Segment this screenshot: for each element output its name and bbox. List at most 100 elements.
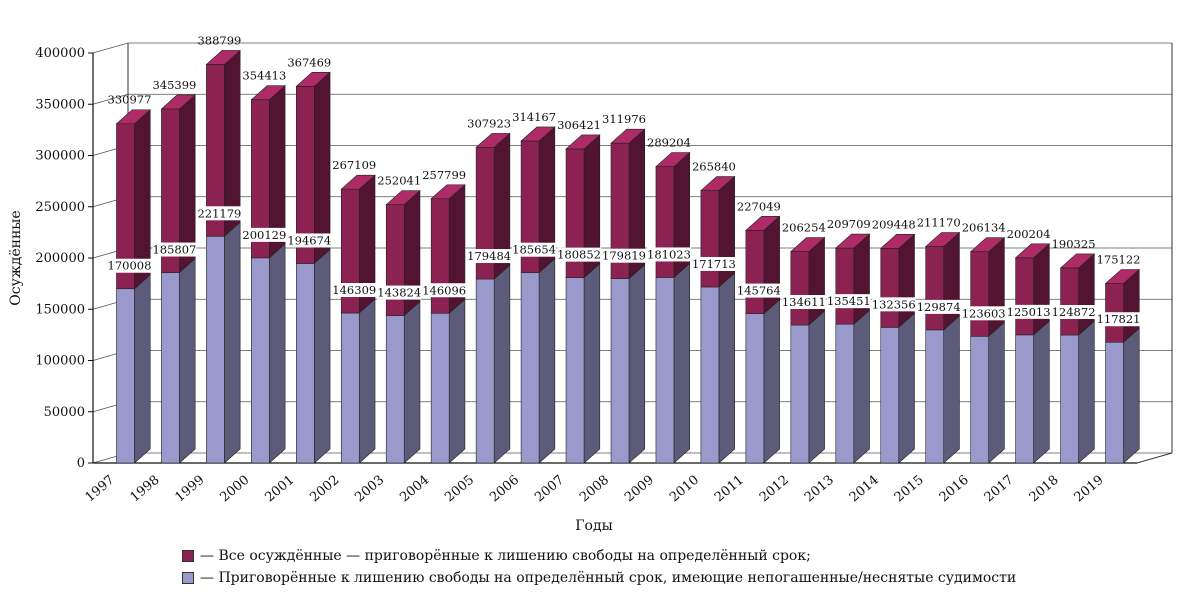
- data-label-bg: [287, 233, 332, 248]
- legend: — Все осуждённые — приговорённые к лишен…: [182, 545, 1016, 589]
- x-tick-label: 2004: [397, 473, 432, 506]
- data-label-all: 345399: [152, 78, 196, 92]
- data-label-all: 367469: [287, 55, 331, 69]
- bar-top-face: [340, 174, 376, 190]
- bar-recidivists-side: [988, 321, 1005, 464]
- bar-all: [1060, 267, 1079, 336]
- y-tick-label: 100000: [35, 354, 85, 369]
- data-label-all: 330977: [108, 93, 152, 107]
- bar-recidivists-side: [179, 257, 196, 464]
- data-label-bg: [107, 258, 152, 273]
- bar-recidivists: [970, 336, 989, 464]
- bar-recidivists: [655, 277, 675, 464]
- data-label-recidivists: 123603: [962, 306, 1006, 320]
- bar-top-face: [160, 94, 196, 110]
- data-label-recidivists: 125013: [1007, 305, 1051, 319]
- legend-swatch-recidivists: [182, 572, 194, 584]
- bar-top-face: [565, 134, 601, 150]
- bar-recidivists-side: [134, 274, 151, 464]
- data-label-all: 267109: [332, 158, 376, 172]
- bar-top-face: [610, 128, 646, 144]
- bar-top-face: [115, 109, 152, 125]
- bar-all-side: [808, 236, 825, 326]
- x-axis-title: Годы: [575, 518, 612, 534]
- bar-all: [970, 251, 989, 337]
- data-label-all: 265840: [692, 160, 736, 174]
- y-tick-label: 300000: [35, 149, 85, 164]
- data-label-recidivists: 221179: [197, 206, 241, 220]
- data-label-recidivists: 117821: [1097, 312, 1141, 326]
- bar-recidivists: [925, 329, 944, 464]
- bar-recidivists-side: [673, 262, 691, 464]
- legend-label-all: — Все осуждённые — приговорённые к лишен…: [200, 548, 811, 564]
- bar-recidivists: [520, 272, 540, 464]
- bar-all-side: [1033, 243, 1050, 336]
- bar-top-face: [700, 176, 736, 191]
- data-label-bg: [781, 295, 826, 310]
- bar-top-face: [205, 50, 241, 65]
- bar-recidivists-side: [269, 243, 286, 464]
- data-label-all: 289204: [647, 136, 691, 150]
- data-label-recidivists: 134611: [782, 295, 826, 309]
- data-label-bg: [691, 256, 736, 271]
- data-label-recidivists: 180852: [557, 248, 601, 262]
- data-label-bg: [332, 283, 377, 298]
- data-label-bg: [377, 285, 422, 300]
- legend-item-recidivists: — Приговорённые к лишению свободы на опр…: [182, 567, 1016, 589]
- y-tick-label: 400000: [35, 46, 85, 61]
- data-label-bg: [242, 227, 287, 242]
- data-label-bg: [871, 297, 916, 312]
- data-label-all: 200204: [1007, 227, 1051, 241]
- bar-recidivists-side: [493, 264, 511, 464]
- bar-top-face: [475, 133, 511, 148]
- bar-recidivists: [835, 323, 855, 464]
- bar-top-face: [520, 126, 556, 142]
- bar-recidivists: [700, 286, 720, 464]
- bar-recidivists-side: [583, 262, 601, 464]
- data-label-all: 211170: [917, 216, 961, 230]
- bar-top-face: [745, 215, 781, 231]
- bar-recidivists: [340, 312, 360, 464]
- bar-recidivists-side: [943, 315, 960, 464]
- x-tick-label: 2008: [577, 473, 612, 506]
- x-tick-label: 2011: [712, 473, 747, 506]
- bar-all: [745, 229, 765, 314]
- bar-recidivists-side: [224, 221, 241, 464]
- bar-top-face: [385, 190, 421, 205]
- x-tick-label: 2007: [532, 473, 567, 506]
- data-label-recidivists: 179484: [467, 249, 511, 263]
- bar-recidivists-side: [403, 300, 421, 464]
- y-tick-label: 150000: [35, 302, 85, 317]
- bar-recidivists: [565, 277, 585, 464]
- data-label-bg: [557, 247, 602, 262]
- x-tick-label: 2006: [487, 473, 522, 506]
- bar-all: [925, 246, 944, 331]
- bar-recidivists-side: [1123, 327, 1140, 464]
- y-tick-label: 0: [77, 456, 85, 471]
- data-label-bg: [961, 306, 1006, 321]
- data-label-recidivists: 143824: [377, 286, 421, 300]
- bar-all: [835, 247, 855, 325]
- bar-all-side: [943, 231, 960, 331]
- bar-top-face: [879, 234, 916, 249]
- x-tick-label: 2000: [217, 473, 252, 506]
- bar-recidivists-side: [1033, 320, 1050, 464]
- bar-all: [700, 190, 720, 288]
- bar-top-face: [1059, 253, 1096, 269]
- data-label-recidivists: 132356: [872, 297, 916, 311]
- data-label-all: 209709: [827, 217, 871, 231]
- legend-item-all: — Все осуждённые — приговорённые к лишен…: [182, 545, 1016, 567]
- data-label-recidivists: 124872: [1052, 305, 1096, 319]
- data-label-bg: [467, 249, 512, 264]
- data-label-all: 388799: [197, 33, 241, 47]
- x-tick-label: 2001: [262, 473, 297, 506]
- data-label-all: 306421: [557, 118, 601, 132]
- data-label-bg: [152, 242, 197, 257]
- x-tick-label: 2009: [622, 473, 657, 506]
- data-label-bg: [1006, 304, 1051, 319]
- bar-top-face: [1014, 243, 1051, 259]
- x-tick-label: 2014: [847, 473, 882, 506]
- data-label-recidivists: 200129: [242, 228, 286, 242]
- data-label-bg: [826, 294, 871, 309]
